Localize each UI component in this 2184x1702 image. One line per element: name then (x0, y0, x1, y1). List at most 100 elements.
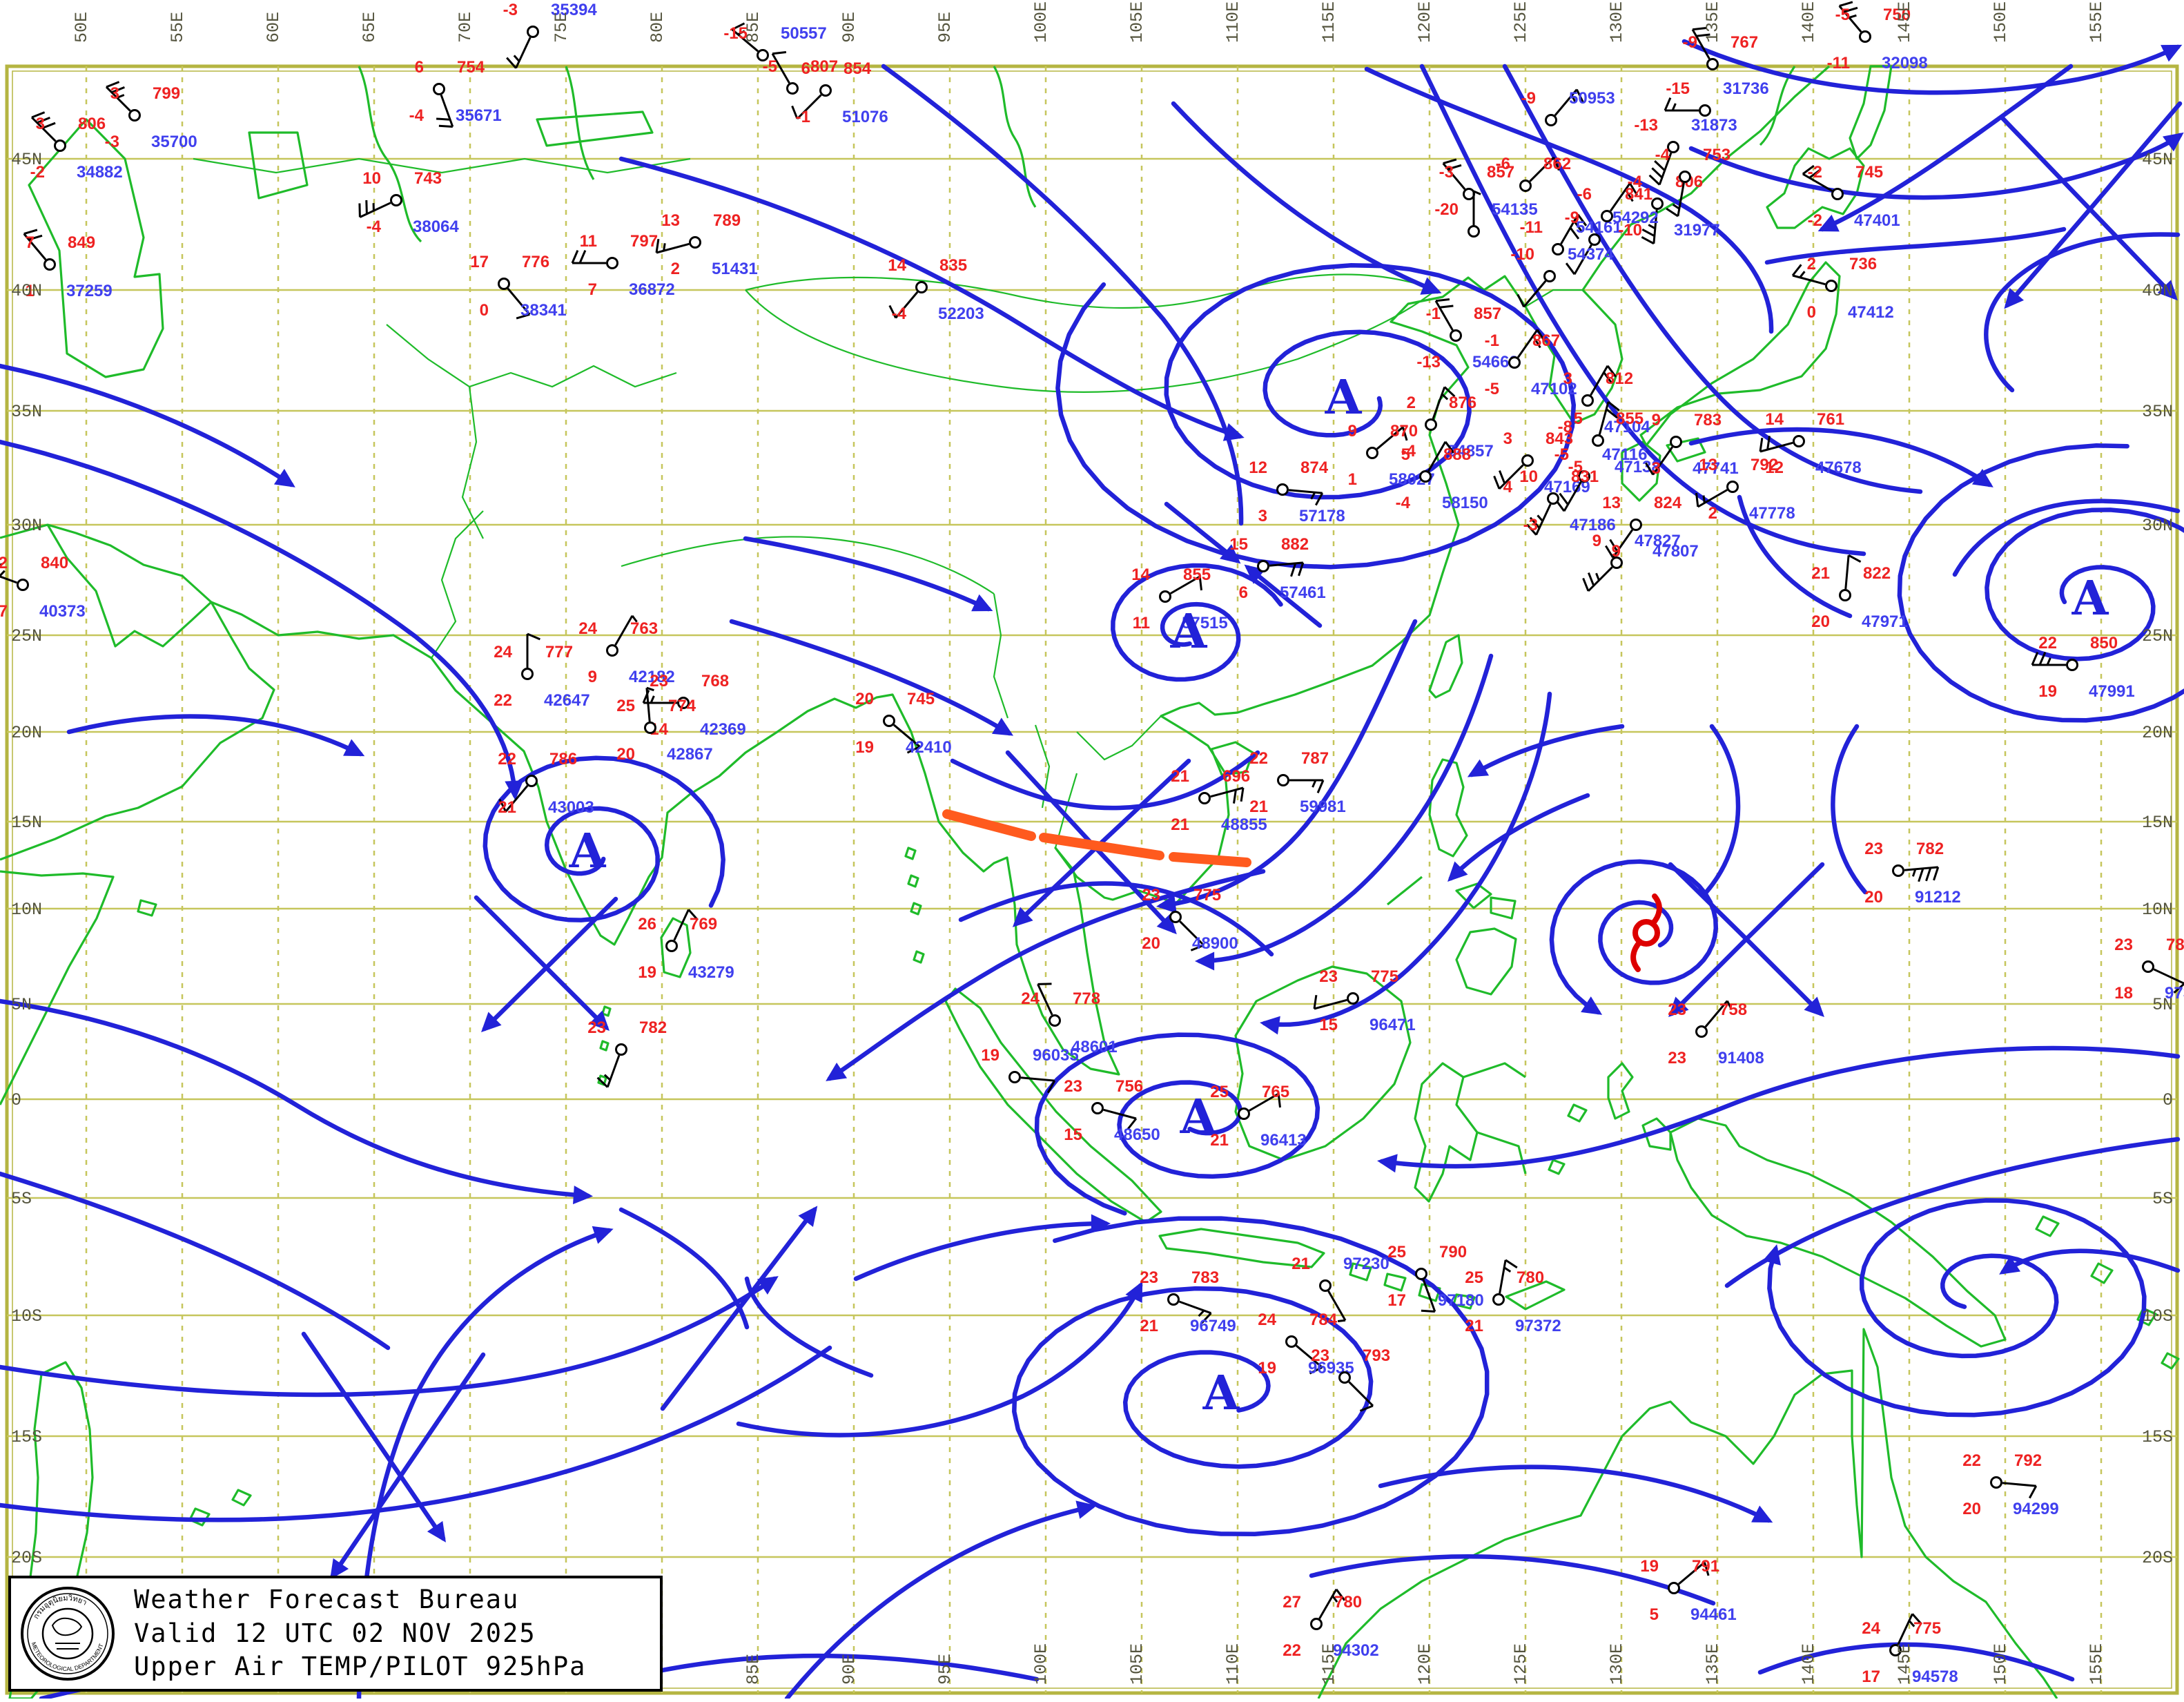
coastline (1234, 965, 1412, 1161)
station-id: 57515 (1182, 614, 1228, 632)
coastline (601, 1005, 612, 1017)
station-height: 807 (810, 57, 838, 76)
coastline (1349, 1262, 1372, 1282)
wind-barb (1529, 156, 1560, 182)
station-circle (1651, 197, 1664, 210)
streamline (474, 895, 610, 1031)
station-temp: 23 (2114, 936, 2133, 954)
station-height: 778 (1073, 989, 1100, 1008)
station-dewpoint: 20 (1811, 612, 1830, 631)
station-height: 882 (1281, 535, 1309, 554)
longitude-label-bottom: 140E (1799, 1643, 1819, 1685)
station-dewpoint: 19 (2038, 682, 2057, 701)
station-temp: -15 (723, 24, 748, 43)
station-dewpoint: 20 (1142, 934, 1160, 953)
wind-barb (614, 615, 638, 646)
station-temp: 13 (1699, 456, 1717, 474)
wind-barb (1427, 441, 1455, 472)
anticyclone-spiral (1034, 1032, 1320, 1216)
wind-barb (1179, 920, 1205, 951)
station-plot: 9 783 3 47741 (1645, 411, 1739, 478)
station-id: 51076 (842, 108, 888, 126)
station-id: 97180 (1438, 1291, 1484, 1310)
wind-barb (1210, 786, 1245, 804)
station-dewpoint: 15 (1319, 1016, 1338, 1034)
station-plot: 10 743 -4 38064 (358, 169, 459, 236)
station-plot: 14 761 12 47678 (1759, 410, 1862, 477)
station-temp: -9 (1683, 33, 1697, 52)
station-temp: 24 (1021, 989, 1040, 1008)
station-plot: -20 54135 (1434, 190, 1538, 238)
latitude-label-left: 20N (11, 723, 42, 743)
longitude-label-bottom: 145E (1895, 1643, 1915, 1685)
streamline (1194, 653, 1494, 971)
wind-barb (1376, 426, 1408, 450)
streamline (0, 1276, 779, 1398)
streamline (1831, 724, 1868, 895)
station-temp: -4 (1628, 173, 1643, 191)
coastline (913, 950, 925, 964)
station-circle (1547, 492, 1559, 505)
wind-barb (1695, 489, 1728, 508)
station-dewpoint: -3 (1523, 516, 1538, 534)
coastline (1849, 65, 1893, 160)
wind-barb (1493, 464, 1524, 490)
station-temp: 11 (580, 232, 597, 251)
station-dewpoint: 11 (1133, 614, 1150, 632)
station-temp: 25 (1465, 1268, 1483, 1287)
wind-barb (1648, 152, 1673, 186)
station-temp: -13 (1634, 116, 1658, 135)
station-temp: 19 (981, 1046, 1000, 1065)
station-plot: -9 50953 (1521, 88, 1615, 126)
longitude-label-top: 140E (1799, 1, 1819, 43)
station-id: 51431 (712, 260, 758, 278)
country-border (621, 536, 995, 594)
latitude-label-left: 5S (11, 1189, 32, 1209)
station-temp: 2 (1807, 255, 1816, 273)
station-dewpoint: 1 (26, 282, 35, 300)
anticyclone-marker: A (2071, 571, 2109, 626)
latitude-label-right: 15S (2142, 1427, 2173, 1447)
streamline (1952, 499, 2181, 577)
streamline (881, 64, 1244, 526)
station-dewpoint: 21 (1210, 1131, 1229, 1150)
streamline (618, 1207, 750, 1330)
station-circle (17, 579, 29, 591)
station-temp: 23 (1319, 967, 1338, 986)
streamline (2004, 101, 2183, 309)
station-circle (1543, 270, 1556, 282)
station-height: 793 (1363, 1346, 1390, 1365)
station-id: 91212 (1915, 888, 1961, 907)
streamline (1999, 115, 2178, 301)
station-circle (1338, 1371, 1351, 1384)
streamline (0, 998, 594, 1205)
station-height: 792 (2014, 1451, 2042, 1470)
station-id: 47807 (1652, 542, 1699, 561)
station-dewpoint: -5 (1568, 458, 1583, 476)
wind-barb (2002, 1482, 2038, 1499)
wind-barb (1517, 329, 1546, 358)
station-temp: 17 (470, 253, 489, 271)
longitude-label-top: 105E (1127, 1, 1147, 43)
wind-barb (1565, 244, 1592, 275)
logo-emblem (51, 1617, 83, 1650)
station-height: 806 (78, 115, 106, 133)
wind-barb (507, 287, 531, 320)
station-id: 97348 (2165, 984, 2184, 1003)
station-plot: 27 780 22 94302 (1283, 1588, 1379, 1660)
station-temp: 9 (1592, 532, 1601, 550)
longitude-label-top: 55E (168, 12, 188, 43)
longitude-label-bottom: 95E (935, 1654, 955, 1685)
coastline (1639, 261, 1841, 447)
station-height: 780 (1517, 1268, 1544, 1287)
station-id: 50557 (781, 24, 827, 43)
station-height: 743 (414, 169, 442, 188)
wind-barb (1664, 97, 1699, 112)
station-temp: 6 (415, 58, 424, 77)
station-temp: 26 (638, 915, 656, 934)
station-temp: 23 (1864, 840, 1883, 858)
station-height: 781 (2166, 936, 2184, 954)
station-height: 792 (1751, 456, 1778, 474)
station-height: 857 (1487, 163, 1514, 182)
wind-barb (655, 238, 690, 254)
